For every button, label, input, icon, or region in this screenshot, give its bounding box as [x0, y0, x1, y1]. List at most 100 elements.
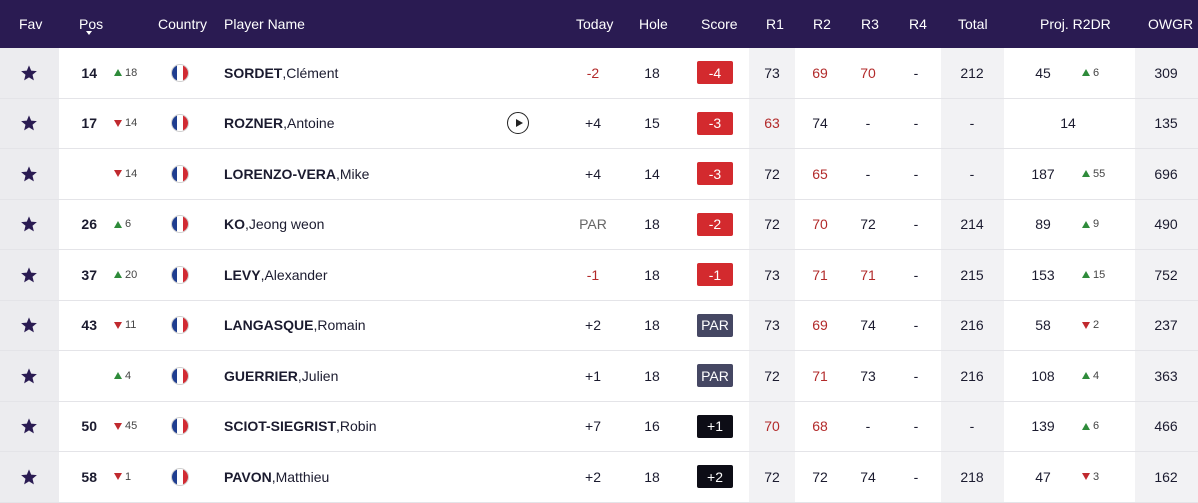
- play-video-icon[interactable]: [506, 99, 530, 149]
- player-first-name[interactable]: Antoine: [287, 115, 335, 132]
- player-first-name[interactable]: Clément: [286, 64, 339, 81]
- hole: 16: [644, 418, 660, 435]
- player-last-name[interactable]: SCIOT-SIEGRIST: [224, 418, 337, 435]
- player-first-name[interactable]: Romain: [317, 317, 366, 334]
- player-last-name[interactable]: GUERRIER: [224, 367, 298, 384]
- player-last-name[interactable]: KO: [224, 216, 245, 233]
- round-2: 69: [812, 317, 828, 334]
- projected-rank: 89: [1035, 216, 1051, 233]
- player-last-name[interactable]: LORENZO-VERA: [224, 165, 336, 182]
- table-header: Fav Pos Country Player Name Today Hole S…: [0, 0, 1198, 48]
- player-last-name[interactable]: ROZNER: [224, 115, 284, 132]
- name-comma: ,: [260, 266, 265, 283]
- total-shade: [941, 48, 1004, 98]
- player-last-name[interactable]: SORDET: [224, 64, 283, 81]
- player-first-name[interactable]: Matthieu: [275, 468, 330, 485]
- header-r2[interactable]: R2: [813, 16, 831, 32]
- favorite-star-icon[interactable]: [19, 48, 39, 98]
- r1-shade: [749, 199, 795, 249]
- header-proj-r2dr[interactable]: Proj. R2DR: [1040, 16, 1111, 32]
- player-name[interactable]: GUERRIER, Julien: [224, 351, 484, 401]
- header-player-name[interactable]: Player Name: [224, 16, 305, 32]
- total-shade: [941, 199, 1004, 249]
- france-flag-icon: [171, 402, 191, 452]
- position-movement: 6: [114, 200, 154, 250]
- position: 17: [81, 115, 97, 132]
- player-name[interactable]: KO, Jeong weon: [224, 200, 484, 250]
- round-4: -: [913, 468, 919, 485]
- player-name[interactable]: SORDET, Clément: [224, 48, 484, 98]
- round-1: 70: [764, 418, 780, 435]
- score-value: +2: [697, 465, 733, 489]
- header-r3[interactable]: R3: [861, 16, 879, 32]
- table-row[interactable]: 14 LORENZO-VERA, Mike +4 14 -3 72 65 - - - 187 55 69…: [0, 149, 1198, 200]
- position-movement: 18: [114, 48, 154, 98]
- table-row[interactable]: 4 GUERRIER, Julien +1 18 PAR 72 71 73 - 216 108 4 36…: [0, 351, 1198, 402]
- hole: 14: [644, 165, 660, 182]
- table-row[interactable]: 50 45 SCIOT-SIEGRIST, Robin +7 16 +1 70 68 - - - 13…: [0, 401, 1198, 452]
- projected-movement: 6: [1082, 48, 1122, 98]
- table-row[interactable]: 26 6 KO, Jeong weon PAR 18 -2 72 70 72 - 214 89 9 490: [0, 199, 1198, 250]
- header-score[interactable]: Score: [701, 16, 738, 32]
- projected-movement-value: 3: [1093, 470, 1100, 483]
- header-pos[interactable]: Pos: [79, 16, 104, 32]
- header-total[interactable]: Total: [958, 16, 988, 32]
- table-row[interactable]: 43 11 LANGASQUE, Romain +2 18 PAR 73 69 74 - 216 58…: [0, 300, 1198, 351]
- projected-rank: 187: [1031, 165, 1055, 182]
- score-value: -2: [697, 212, 733, 236]
- player-name[interactable]: ROZNER, Antoine: [224, 99, 484, 149]
- player-first-name[interactable]: Alexander: [264, 266, 328, 283]
- round-4: -: [913, 115, 919, 132]
- favorite-star-icon[interactable]: [19, 99, 39, 149]
- header-country[interactable]: Country: [158, 16, 208, 32]
- header-owgr[interactable]: OWGR: [1148, 16, 1194, 32]
- header-r1[interactable]: R1: [766, 16, 784, 32]
- movement-value: 20: [125, 268, 138, 281]
- round-2: 72: [812, 468, 828, 485]
- hole: 18: [644, 317, 660, 334]
- table-row[interactable]: 37 20 LEVY, Alexander -1 18 -1 73 71 71 - 215 153 15…: [0, 250, 1198, 301]
- table-row[interactable]: 17 14 ROZNER, Antoine +4 15 -3 63 74 - - - 14 135: [0, 98, 1198, 149]
- down-arrow-icon: [114, 119, 122, 127]
- player-last-name[interactable]: PAVON: [224, 468, 272, 485]
- player-name[interactable]: LANGASQUE, Romain: [224, 301, 484, 351]
- player-first-name[interactable]: Mike: [339, 165, 370, 182]
- header-r4[interactable]: R4: [909, 16, 927, 32]
- table-row[interactable]: 14 18 SORDET, Clément -2 18 -4 73 69 70 - 212 45 6 30…: [0, 48, 1198, 99]
- favorite-star-icon[interactable]: [19, 402, 39, 452]
- position: 26: [81, 216, 97, 233]
- round-3: 74: [860, 317, 876, 334]
- favorite-star-icon[interactable]: [19, 301, 39, 351]
- position: 43: [81, 317, 97, 334]
- score-badge: -4: [697, 48, 733, 98]
- owgr-shade: [1135, 199, 1198, 249]
- projected-movement-value: 9: [1093, 218, 1100, 231]
- sort-desc-icon[interactable]: [86, 31, 92, 35]
- player-first-name[interactable]: Jeong weon: [248, 216, 325, 233]
- player-name[interactable]: SCIOT-SIEGRIST, Robin: [224, 402, 484, 452]
- total: -: [969, 115, 975, 132]
- header-hole[interactable]: Hole: [639, 16, 668, 32]
- owgr: 309: [1154, 64, 1178, 81]
- favorite-star-icon[interactable]: [19, 452, 39, 502]
- favorite-star-icon[interactable]: [19, 149, 39, 199]
- favorite-star-icon[interactable]: [19, 351, 39, 401]
- player-last-name[interactable]: LANGASQUE: [224, 317, 314, 334]
- favorite-star-icon[interactable]: [19, 250, 39, 300]
- player-name[interactable]: PAVON, Matthieu: [224, 452, 484, 502]
- favorite-star-icon[interactable]: [19, 200, 39, 250]
- player-last-name[interactable]: LEVY: [224, 266, 261, 283]
- hole: 18: [644, 266, 660, 283]
- player-name[interactable]: LORENZO-VERA, Mike: [224, 149, 484, 199]
- movement-value: 11: [125, 319, 137, 332]
- player-first-name[interactable]: Robin: [339, 418, 377, 435]
- player-first-name[interactable]: Julien: [301, 367, 339, 384]
- position-movement: 45: [114, 402, 154, 452]
- round-1: 73: [764, 266, 780, 283]
- table-row[interactable]: 58 1 PAVON, Matthieu +2 18 +2 72 72 74 - 218 47 3 162: [0, 452, 1198, 503]
- header-today[interactable]: Today: [576, 16, 614, 32]
- owgr: 237: [1154, 317, 1178, 334]
- projected-movement-value: 15: [1093, 268, 1106, 281]
- down-arrow-icon: [114, 422, 122, 430]
- player-name[interactable]: LEVY, Alexander: [224, 250, 484, 300]
